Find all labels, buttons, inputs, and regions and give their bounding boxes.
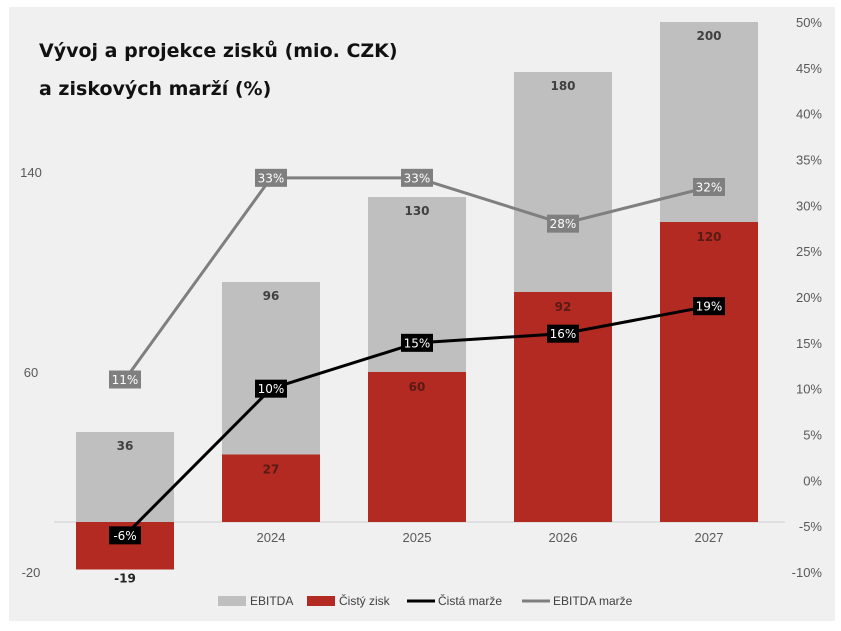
legend-swatch-net-profit <box>307 596 335 606</box>
net-margin-data-label: 15% <box>404 336 431 350</box>
ebitda-margin-data-label-box <box>693 178 725 196</box>
ebitda-data-label: 36 <box>117 439 134 453</box>
y-right-tick-label: 5% <box>803 428 822 443</box>
net-margin-data-label: 10% <box>258 382 285 396</box>
chart-panel: Vývoj a projekce zisků (mio. CZK) a zisk… <box>9 7 835 621</box>
ebitda-margin-data-label: 28% <box>550 217 577 231</box>
ebitda-margin-data-label: 32% <box>696 181 723 195</box>
y-right-tick-label: 20% <box>796 290 822 305</box>
y-left-tick-label: 60 <box>24 365 38 380</box>
y-left-tick-label: -20 <box>22 565 41 580</box>
ebitda-bar <box>76 432 174 522</box>
ebitda-data-label: 200 <box>696 29 721 43</box>
y-right-tick-label: -10% <box>792 565 823 580</box>
net-margin-data-label: 19% <box>696 300 723 314</box>
x-tick-label: 2024 <box>257 530 286 545</box>
ebitda-margin-data-label-box <box>401 168 433 187</box>
y-right-tick-label: 30% <box>796 198 822 213</box>
x-tick-label: 2026 <box>549 530 578 545</box>
net-margin-data-label-box <box>401 333 433 352</box>
y-right-tick-label: -5% <box>799 519 823 534</box>
legend-swatch-ebitda <box>218 596 246 606</box>
net-profit-data-label: 60 <box>409 380 426 394</box>
net-profit-data-label: 92 <box>555 300 572 314</box>
net-profit-data-label: 27 <box>263 463 280 477</box>
legend-label: EBITDA marže <box>553 594 633 608</box>
ebitda-margin-data-label: 33% <box>258 171 285 185</box>
net-profit-data-label: 120 <box>696 230 721 244</box>
ebitda-data-label: 96 <box>263 289 280 303</box>
chart-title-line-2: a ziskových marží (%) <box>39 78 271 100</box>
x-tick-label: 2025 <box>403 530 432 545</box>
ebitda-margin-data-label-box <box>109 370 141 389</box>
net-margin-data-label: -6% <box>113 529 136 543</box>
y-right-tick-label: 40% <box>796 107 822 122</box>
net-profit-bar <box>368 372 466 522</box>
net-margin-data-label-box <box>255 379 287 398</box>
legend-label: EBITDA <box>250 594 293 608</box>
ebitda-margin-data-label-box <box>547 214 579 233</box>
net-margin-data-label-box <box>693 297 725 316</box>
ebitda-data-label: 130 <box>404 204 429 218</box>
y-right-tick-label: 0% <box>803 473 822 488</box>
chart-svg: Vývoj a projekce zisků (mio. CZK) a zisk… <box>20 15 823 608</box>
legend-label: Čistá marže <box>438 593 502 608</box>
y-right-tick-label: 10% <box>796 382 822 397</box>
ebitda-margin-data-label-box <box>255 168 287 187</box>
chart-title-line-1: Vývoj a projekce zisků (mio. CZK) <box>39 39 398 62</box>
ebitda-data-label: 180 <box>550 79 575 93</box>
y-right-tick-label: 45% <box>796 61 822 76</box>
net-margin-data-label-box <box>547 324 579 343</box>
y-right-tick-label: 35% <box>796 153 822 168</box>
y-right-tick-label: 25% <box>796 244 822 259</box>
y-right-tick-label: 15% <box>796 336 822 351</box>
net-profit-data-label: -19 <box>114 572 136 586</box>
x-tick-label: 2027 <box>695 530 724 545</box>
net-profit-bar <box>660 222 758 522</box>
legend-label: Čistý zisk <box>339 593 391 608</box>
net-margin-data-label: 16% <box>550 327 577 341</box>
y-right-tick-label: 50% <box>796 15 822 30</box>
ebitda-margin-data-label: 11% <box>112 373 139 387</box>
ebitda-margin-data-label: 33% <box>404 171 431 185</box>
y-left-tick-label: 140 <box>20 165 42 180</box>
net-margin-data-label-box <box>109 526 141 545</box>
net-profit-bar <box>222 454 320 522</box>
